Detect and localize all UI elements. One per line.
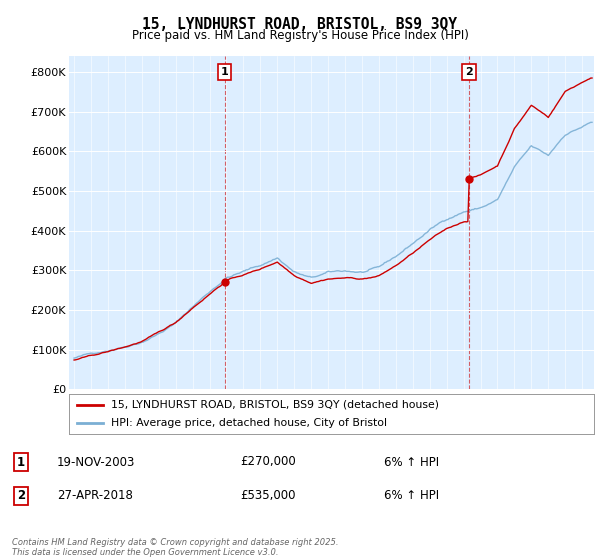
Text: 27-APR-2018: 27-APR-2018 bbox=[57, 489, 133, 502]
Text: 6% ↑ HPI: 6% ↑ HPI bbox=[384, 455, 439, 469]
Text: 15, LYNDHURST ROAD, BRISTOL, BS9 3QY (detached house): 15, LYNDHURST ROAD, BRISTOL, BS9 3QY (de… bbox=[111, 400, 439, 410]
Text: Contains HM Land Registry data © Crown copyright and database right 2025.
This d: Contains HM Land Registry data © Crown c… bbox=[12, 538, 338, 557]
Text: Price paid vs. HM Land Registry's House Price Index (HPI): Price paid vs. HM Land Registry's House … bbox=[131, 29, 469, 42]
Text: 2: 2 bbox=[17, 489, 25, 502]
Text: £535,000: £535,000 bbox=[240, 489, 296, 502]
Text: 15, LYNDHURST ROAD, BRISTOL, BS9 3QY: 15, LYNDHURST ROAD, BRISTOL, BS9 3QY bbox=[143, 17, 458, 32]
Text: 1: 1 bbox=[17, 455, 25, 469]
Text: 2: 2 bbox=[465, 67, 473, 77]
Text: £270,000: £270,000 bbox=[240, 455, 296, 469]
Text: 6% ↑ HPI: 6% ↑ HPI bbox=[384, 489, 439, 502]
Text: HPI: Average price, detached house, City of Bristol: HPI: Average price, detached house, City… bbox=[111, 418, 387, 428]
Text: 19-NOV-2003: 19-NOV-2003 bbox=[57, 455, 136, 469]
Text: 1: 1 bbox=[221, 67, 229, 77]
